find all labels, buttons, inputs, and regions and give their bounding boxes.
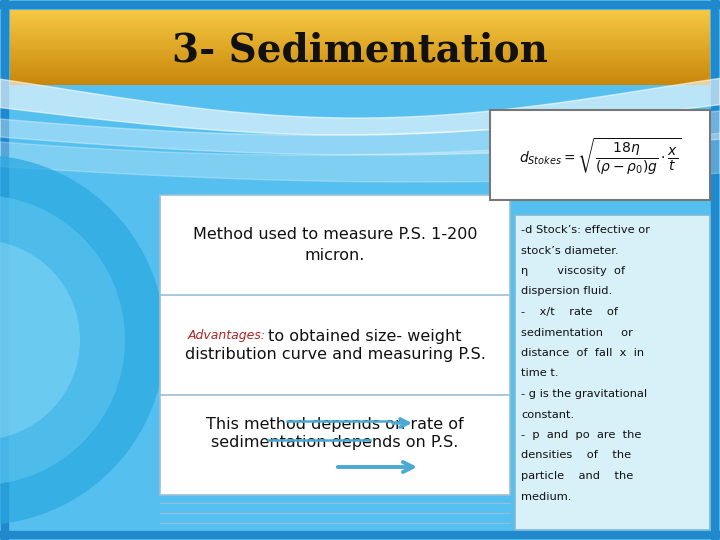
Text: Method used to measure P.S. 1-200
micron.: Method used to measure P.S. 1-200 micron… <box>193 227 477 263</box>
Bar <box>10 49 710 50</box>
Text: constant.: constant. <box>521 409 574 420</box>
Text: distribution curve and measuring P.S.: distribution curve and measuring P.S. <box>184 348 485 362</box>
Text: sedimentation     or: sedimentation or <box>521 327 633 338</box>
Text: 3- Sedimentation: 3- Sedimentation <box>172 31 548 70</box>
Bar <box>10 40 710 41</box>
Bar <box>10 70 710 71</box>
Text: to obtained size- weight: to obtained size- weight <box>263 328 462 343</box>
Bar <box>10 57 710 59</box>
Bar <box>10 23 710 24</box>
Text: $d_{Stokes} = \sqrt{\dfrac{18\eta}{(\rho-\rho_0)g} \cdot \dfrac{x}{t}}$: $d_{Stokes} = \sqrt{\dfrac{18\eta}{(\rho… <box>518 137 681 177</box>
Bar <box>10 54 710 55</box>
Bar <box>10 11 710 12</box>
Bar <box>10 72 710 74</box>
Text: particle    and    the: particle and the <box>521 471 634 481</box>
Bar <box>10 12 710 14</box>
Bar <box>10 65 710 66</box>
Text: This method depends on rate of: This method depends on rate of <box>206 417 464 433</box>
Bar <box>10 66 710 68</box>
Text: time t.: time t. <box>521 368 559 379</box>
Bar <box>10 55 710 56</box>
Bar <box>10 21 710 23</box>
Bar <box>10 59 710 60</box>
Bar <box>10 39 710 40</box>
Bar <box>10 84 710 85</box>
Text: -d Stock’s: effective or: -d Stock’s: effective or <box>521 225 650 235</box>
Text: Advantages:: Advantages: <box>188 329 266 342</box>
Bar <box>10 30 710 31</box>
Circle shape <box>0 195 125 485</box>
Bar <box>10 10 710 11</box>
Text: dispersion fluid.: dispersion fluid. <box>521 287 612 296</box>
Bar <box>10 17 710 19</box>
Bar <box>10 41 710 43</box>
Bar <box>10 36 710 37</box>
Text: η        viscosity  of: η viscosity of <box>521 266 625 276</box>
Text: sedimentation depends on P.S.: sedimentation depends on P.S. <box>211 435 459 450</box>
Bar <box>10 63 710 64</box>
Bar <box>10 46 710 48</box>
Bar <box>10 76 710 78</box>
Text: -    x/t    rate    of: - x/t rate of <box>521 307 618 317</box>
Bar <box>10 64 710 65</box>
Bar <box>10 71 710 72</box>
Bar <box>10 19 710 20</box>
Text: medium.: medium. <box>521 491 572 502</box>
Bar <box>10 52 710 54</box>
Bar <box>10 25 710 26</box>
Bar <box>10 24 710 25</box>
Text: - g is the gravitational: - g is the gravitational <box>521 389 647 399</box>
Bar <box>10 61 710 63</box>
Bar <box>10 14 710 15</box>
Bar <box>10 45 710 46</box>
Bar <box>10 43 710 44</box>
Text: densities    of    the: densities of the <box>521 450 631 461</box>
Bar <box>10 35 710 36</box>
Bar <box>10 78 710 79</box>
Bar <box>10 69 710 70</box>
Bar <box>10 50 710 51</box>
Bar <box>10 60 710 61</box>
Bar <box>10 20 710 21</box>
Circle shape <box>0 155 165 525</box>
Bar <box>10 33 710 35</box>
Bar <box>10 31 710 32</box>
Bar <box>10 32 710 33</box>
Bar <box>10 15 710 16</box>
Bar <box>10 16 710 17</box>
Bar <box>515 215 710 530</box>
Text: -  p  and  po  are  the: - p and po are the <box>521 430 642 440</box>
FancyBboxPatch shape <box>490 110 710 200</box>
Circle shape <box>0 240 80 440</box>
Bar <box>10 44 710 45</box>
Bar <box>10 83 710 84</box>
Bar <box>10 29 710 30</box>
Bar <box>10 79 710 80</box>
Bar <box>10 37 710 39</box>
Bar <box>10 56 710 57</box>
Bar <box>10 51 710 52</box>
Bar <box>10 48 710 49</box>
Bar <box>10 28 710 29</box>
Bar <box>10 80 710 81</box>
Bar <box>160 195 510 495</box>
Bar <box>10 75 710 76</box>
Bar <box>10 81 710 83</box>
Bar <box>10 74 710 75</box>
Text: distance  of  fall  x  in: distance of fall x in <box>521 348 644 358</box>
Bar <box>10 26 710 28</box>
Bar <box>10 68 710 69</box>
Text: stock’s diameter.: stock’s diameter. <box>521 246 618 255</box>
